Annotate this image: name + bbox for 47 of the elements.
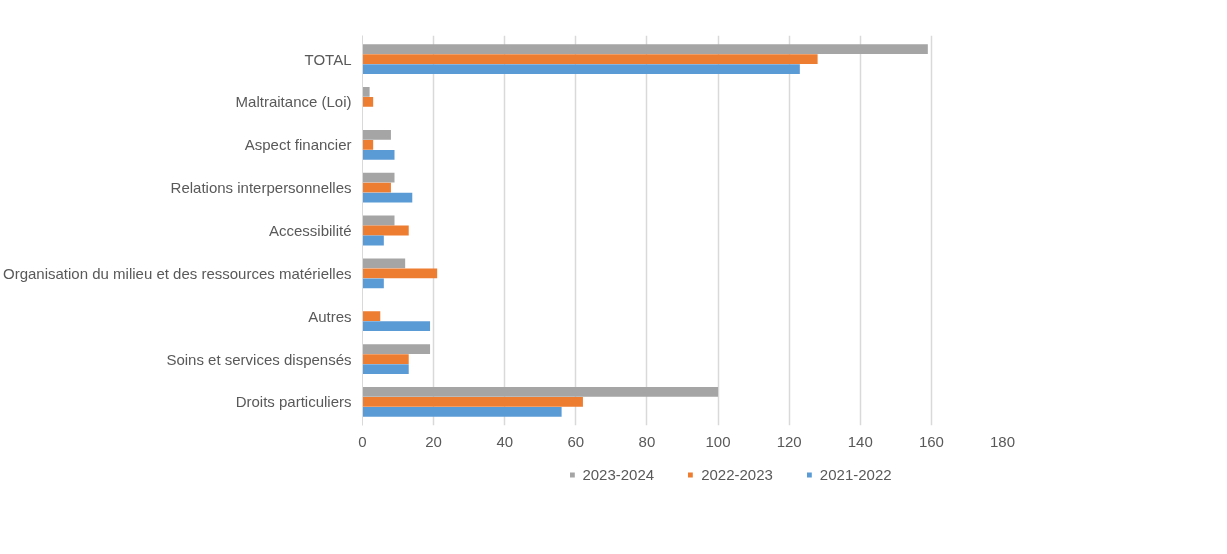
bar <box>362 215 395 226</box>
bar <box>362 268 438 279</box>
bar <box>362 225 409 236</box>
y-tick-label: TOTAL <box>304 50 352 68</box>
x-tick-label: 60 <box>567 432 585 450</box>
legend-label: 2022-2023 <box>701 465 773 483</box>
bar <box>362 129 391 140</box>
y-tick-label: Autres <box>308 307 352 325</box>
x-tick-label: 100 <box>705 432 731 450</box>
bar <box>362 44 928 54</box>
x-tick-label: 40 <box>496 432 514 450</box>
bar <box>362 235 384 246</box>
bar <box>362 278 384 289</box>
y-tick-label: Droits particuliers <box>235 393 352 411</box>
bar <box>362 172 395 183</box>
x-tick-label: 140 <box>847 432 873 450</box>
legend-label: 2023-2024 <box>582 465 655 483</box>
bar <box>362 97 374 107</box>
bar <box>362 364 409 374</box>
y-tick-label: Soins et services dispensés <box>166 350 352 368</box>
x-tick-label: 80 <box>638 432 656 450</box>
bar <box>362 54 818 64</box>
x-tick-label: 0 <box>358 432 367 450</box>
x-tick-label: 20 <box>425 432 442 450</box>
bar <box>362 344 431 354</box>
bar <box>362 258 406 269</box>
x-tick-label: 120 <box>776 432 802 450</box>
bar <box>362 387 719 397</box>
bar <box>362 354 409 364</box>
y-tick-label: Aspect financier <box>244 136 352 154</box>
x-tick-label: 180 <box>989 432 1016 450</box>
bar <box>362 87 370 97</box>
y-tick-label: Organisation du milieu et des ressources matérielles <box>3 264 352 282</box>
y-tick-label: Maltraitance (Loi) <box>235 93 352 111</box>
bar <box>362 182 391 193</box>
legend-label: 2021-2022 <box>819 465 892 483</box>
bar <box>362 139 374 150</box>
bar <box>362 64 800 74</box>
bar <box>362 397 583 407</box>
bar <box>362 192 413 203</box>
bar <box>362 149 395 160</box>
y-tick-label: Accessibilité <box>268 222 352 239</box>
bar <box>362 407 562 417</box>
y-tick-label: Relations interpersonnelles <box>170 179 352 197</box>
bar <box>362 321 431 332</box>
x-tick-label: 160 <box>918 432 944 450</box>
bar <box>362 311 381 322</box>
